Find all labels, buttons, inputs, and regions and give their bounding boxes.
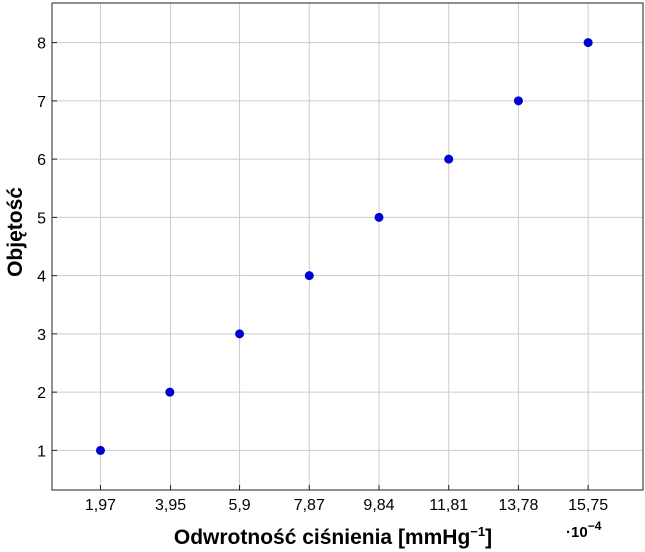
data-point — [235, 329, 245, 339]
x-axis-title: Odwrotność ciśnienia [mmHg−1] — [174, 524, 492, 549]
x-tick-label: 15,75 — [568, 497, 608, 514]
data-point — [374, 212, 384, 222]
data-point — [95, 445, 105, 455]
data-points — [95, 38, 593, 455]
x-tick-label: 11,81 — [429, 497, 468, 514]
plot-area — [51, 2, 644, 491]
x-tick-label: 9,84 — [363, 497, 394, 514]
data-point — [583, 38, 593, 48]
y-tick-label: 2 — [37, 385, 46, 402]
y-tick-label: 8 — [37, 36, 46, 53]
y-axis-title: Objętość — [4, 187, 27, 277]
x-tick-label: 7,87 — [294, 497, 325, 514]
data-point — [304, 271, 314, 281]
grid — [52, 3, 643, 490]
data-point — [444, 154, 454, 164]
y-tick-label: 5 — [37, 210, 46, 227]
y-tick-label: 4 — [37, 269, 46, 286]
data-point — [165, 387, 175, 397]
x-tick-label: 13,78 — [498, 497, 538, 514]
x-axis-scale-factor: ·10−4 — [566, 519, 602, 541]
x-tick-label: 1,97 — [85, 497, 116, 514]
x-tick-label: 5,9 — [228, 497, 250, 514]
y-tick-label: 7 — [37, 94, 46, 111]
ticks: 1,97 3,95 5,9 7,87 9,84 11,81 13,78 15,75 1 2 3 4 5 6… — [37, 36, 608, 514]
y-tick-label: 1 — [37, 443, 46, 460]
y-tick-label: 6 — [37, 152, 46, 169]
x-tick-label: 3,95 — [155, 497, 186, 514]
data-point — [513, 96, 523, 106]
y-tick-label: 3 — [37, 327, 46, 344]
